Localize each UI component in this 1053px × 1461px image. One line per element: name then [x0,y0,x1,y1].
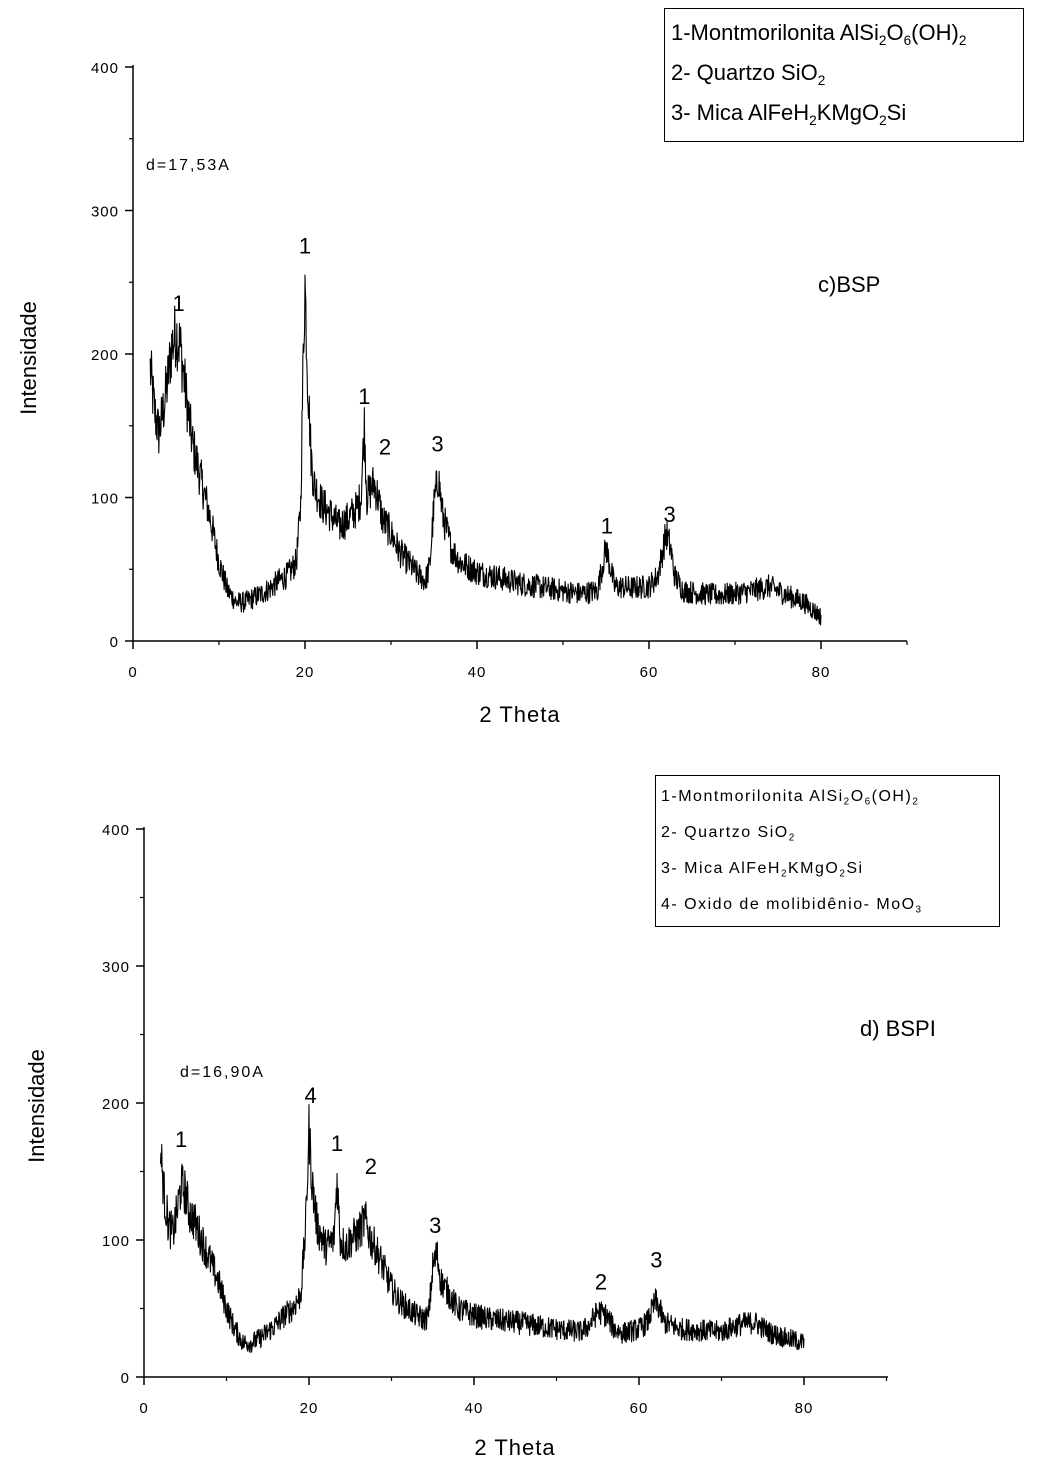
y-tick-label: 0 [121,1370,130,1387]
y-tick-label: 100 [102,1233,130,1250]
x-tick-label: 20 [296,664,315,681]
legend-subscript: 6 [864,796,872,808]
legend-entry: 1-Montmorilonita AlSi2O6(OH)2 [661,779,999,815]
legend-subscript: 2 [780,868,788,880]
y-tick-label: 100 [91,491,119,508]
legend-subscript: 2 [788,832,796,844]
legend-text: 2- Quartzo SiO [671,60,818,85]
legend-bspi: 1-Montmorilonita AlSi2O6(OH)2 2- Quartzo … [655,775,1000,927]
legend-text: O [850,788,865,805]
y-tick-label: 300 [91,204,119,221]
x-tick-label: 0 [128,664,137,681]
legend-entry: 2- Quartzo SiO2 [671,53,1023,93]
x-tick-label: 80 [812,664,831,681]
legend-text: (OH) [871,788,913,805]
x-tick-label: 40 [468,664,487,681]
legend-entry: 1-Montmorilonita AlSi2O6(OH)2 [671,13,1023,53]
peak-label: 1 [601,513,613,538]
legend-entry: 3- Mica AlFeH2KMgO2Si [671,93,1023,133]
legend-subscript: 2 [809,112,817,128]
x-tick-label: 20 [300,1400,319,1417]
y-tick-label: 300 [102,959,130,976]
peak-label: 1 [331,1131,343,1156]
legend-text: (OH) [911,20,959,45]
peak-label: 3 [429,1213,441,1238]
y-tick-label: 200 [91,347,119,364]
peak-label: 1 [175,1127,187,1152]
legend-subscript: 2 [817,72,826,88]
y-tick-label: 400 [91,60,119,77]
legend-subscript: 2 [958,32,967,48]
legend-text: 4- Oxido de molibidênio- MoO [661,896,916,913]
peak-label: 1 [172,291,184,316]
legend-text: 3- Mica AlFeH [671,100,810,125]
chart-panel-bsp: Intensidade 2 Theta c)BSP d=17,53A 0 100 2… [16,60,908,727]
legend-text: KMgO [816,100,880,125]
x-axis-label: 2 Theta [474,1435,555,1460]
peak-label: 3 [650,1247,662,1272]
legend-text: Si [886,100,907,125]
panel-label: d) BSPI [860,1016,936,1041]
legend-text: 1-Montmorilonita AlSi [671,20,879,45]
panel-label: c)BSP [818,272,880,297]
legend-text: 3- Mica AlFeH [661,860,781,877]
legend-bsp: 1-Montmorilonita AlSi2O6(OH)2 2- Quartzo … [664,8,1024,142]
legend-subscript: 3 [915,904,923,916]
legend-subscript: 2 [843,796,851,808]
legend-text: 1-Montmorilonita AlSi [661,788,844,805]
legend-entry: 4- Oxido de molibidênio- MoO3 [661,887,999,923]
y-axis-label: Intensidade [16,301,41,415]
legend-subscript: 6 [903,32,912,48]
peak-label: 3 [664,502,676,527]
peak-label: 2 [379,434,391,459]
y-tick-label: 400 [102,822,130,839]
x-tick-label: 60 [630,1400,649,1417]
legend-text: 2- Quartzo SiO [661,824,789,841]
peak-label: 2 [365,1154,377,1179]
x-axis-label: 2 Theta [479,702,560,727]
x-tick-label: 40 [465,1400,484,1417]
legend-text: KMgO [787,860,840,877]
chart-panel-bspi: Intensidade 2 Theta d) BSPI d=16,90A 010… [24,822,936,1460]
legend-entry: 3- Mica AlFeH2KMgO2Si [661,851,999,887]
diffraction-series-line [149,274,822,626]
peak-label: 2 [595,1269,607,1294]
legend-subscript: 2 [912,796,920,808]
peak-label: 1 [358,384,370,409]
peak-label: 1 [299,234,311,259]
d-spacing-annotation: d=17,53A [146,157,231,174]
legend-subscript: 2 [878,32,887,48]
peak-label: 4 [305,1083,317,1108]
x-tick-label: 60 [640,664,659,681]
d-spacing-annotation: d=16,90A [180,1064,265,1081]
y-tick-label: 200 [102,1096,130,1113]
legend-entry: 2- Quartzo SiO2 [661,815,999,851]
legend-text: O [886,20,904,45]
y-axis-label: Intensidade [24,1049,49,1163]
legend-subscript: 2 [839,868,847,880]
legend-text: Si [846,860,864,877]
x-tick-label: 80 [795,1400,814,1417]
y-tick-label: 0 [110,634,119,651]
peak-label: 3 [431,432,443,457]
legend-subscript: 2 [879,112,887,128]
x-tick-label: 0 [139,1400,148,1417]
diffraction-series-line [159,1104,805,1353]
